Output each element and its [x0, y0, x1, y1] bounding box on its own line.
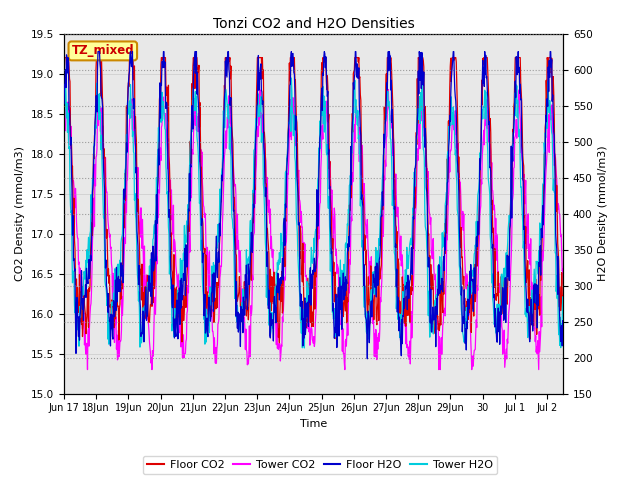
Legend: Floor CO2, Tower CO2, Floor H2O, Tower H2O: Floor CO2, Tower CO2, Floor H2O, Tower H…	[143, 456, 497, 474]
Text: TZ_mixed: TZ_mixed	[72, 44, 134, 58]
Y-axis label: H2O Density (mmol/m3): H2O Density (mmol/m3)	[598, 146, 608, 281]
X-axis label: Time: Time	[300, 419, 327, 429]
Title: Tonzi CO2 and H2O Densities: Tonzi CO2 and H2O Densities	[212, 17, 415, 31]
Y-axis label: CO2 Density (mmol/m3): CO2 Density (mmol/m3)	[15, 146, 26, 281]
